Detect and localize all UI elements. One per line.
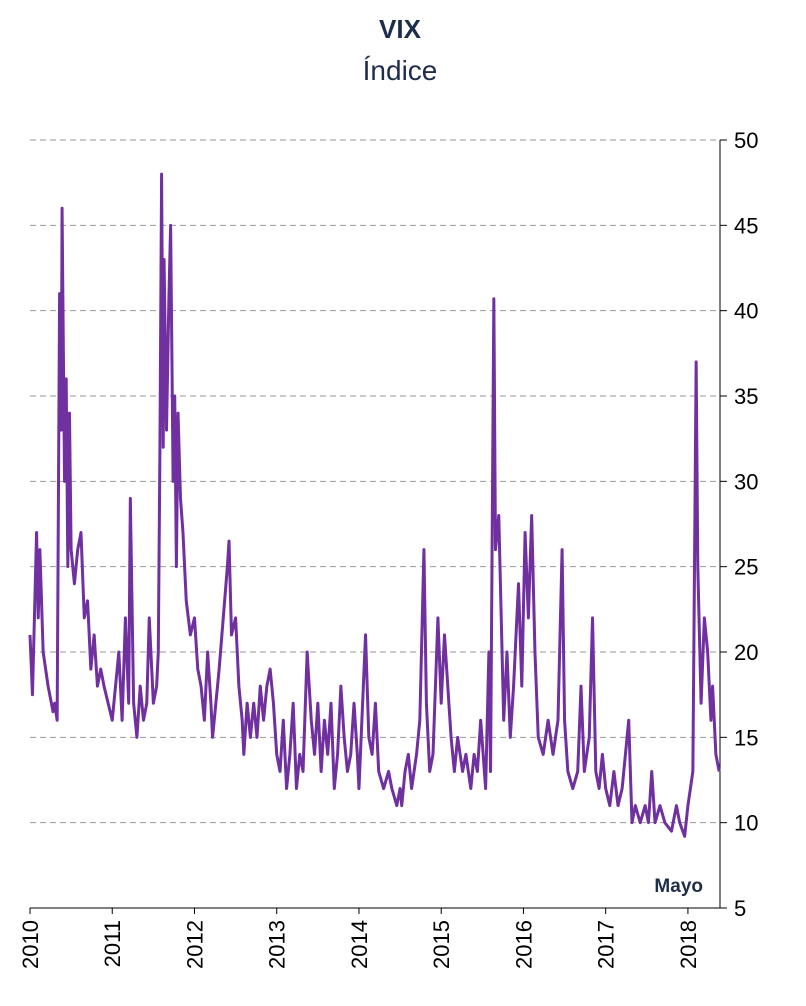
x-tick-label: 2011	[100, 920, 125, 967]
x-tick-label: 2014	[347, 920, 372, 969]
y-tick-label: 45	[734, 213, 758, 238]
line	[28, 172, 721, 838]
y-tick-label: 20	[734, 640, 758, 665]
x-tick-label: 2012	[182, 920, 207, 969]
x-tick-label: 2015	[429, 920, 454, 969]
x-tick-label: 2018	[676, 920, 701, 969]
y-tick-label: 25	[734, 555, 758, 580]
y-tick-label: 10	[734, 811, 758, 836]
x-tick-label: 2013	[265, 920, 290, 969]
chart-subtitle: Índice	[363, 55, 438, 86]
x-tick-label: 2017	[594, 920, 619, 969]
chart-title: VIX	[379, 14, 422, 44]
y-tick-label: 50	[734, 128, 758, 153]
y-tick-label: 15	[734, 725, 758, 750]
y-tick-label: 30	[734, 469, 758, 494]
y-tick-label: 35	[734, 384, 758, 409]
y-tick-label: 5	[734, 896, 746, 921]
x-tick-label: 2016	[511, 920, 536, 969]
x-tick-label: 2010	[18, 920, 43, 969]
annotation: Mayo	[654, 876, 703, 897]
y-tick-label: 40	[734, 299, 758, 324]
